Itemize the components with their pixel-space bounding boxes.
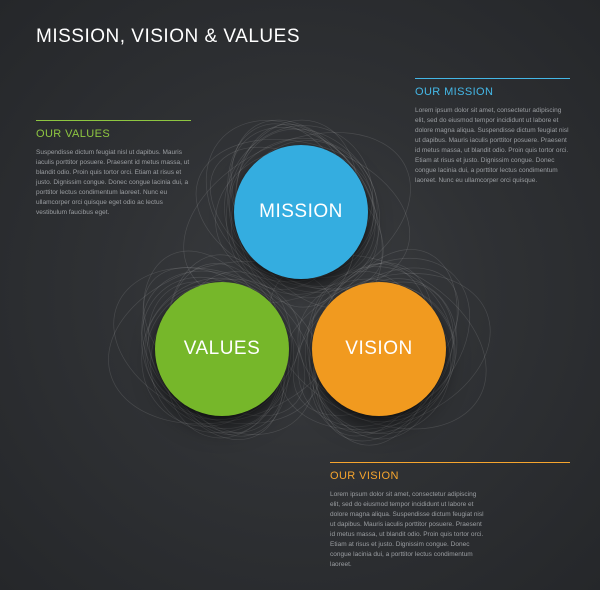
vision-heading: OUR VISION: [330, 470, 485, 482]
mission-leader-line: [415, 78, 570, 79]
values-body: Suspendisse dictum feugiat nisl ut dapib…: [36, 148, 191, 218]
values-circle: VALUES: [155, 282, 289, 416]
vision-body: Lorem ipsum dolor sit amet, consectetur …: [330, 490, 485, 571]
page-title: MISSION, VISION & VALUES: [36, 26, 300, 48]
values-leader-line: [36, 120, 191, 121]
values-heading: OUR VALUES: [36, 128, 191, 140]
mission-heading: OUR MISSION: [415, 86, 570, 98]
values-circle-label: VALUES: [184, 338, 261, 360]
vision-circle-label: VISION: [345, 338, 412, 360]
mission-info-box: OUR MISSION Lorem ipsum dolor sit amet, …: [415, 86, 570, 187]
mission-circle: MISSION: [234, 145, 368, 279]
mission-circle-label: MISSION: [259, 201, 343, 223]
values-info-box: OUR VALUES Suspendisse dictum feugiat ni…: [36, 128, 191, 218]
vision-info-box: OUR VISION Lorem ipsum dolor sit amet, c…: [330, 470, 485, 571]
vision-circle: VISION: [312, 282, 446, 416]
vision-leader-line: [330, 462, 570, 463]
mission-body: Lorem ipsum dolor sit amet, consectetur …: [415, 106, 570, 187]
